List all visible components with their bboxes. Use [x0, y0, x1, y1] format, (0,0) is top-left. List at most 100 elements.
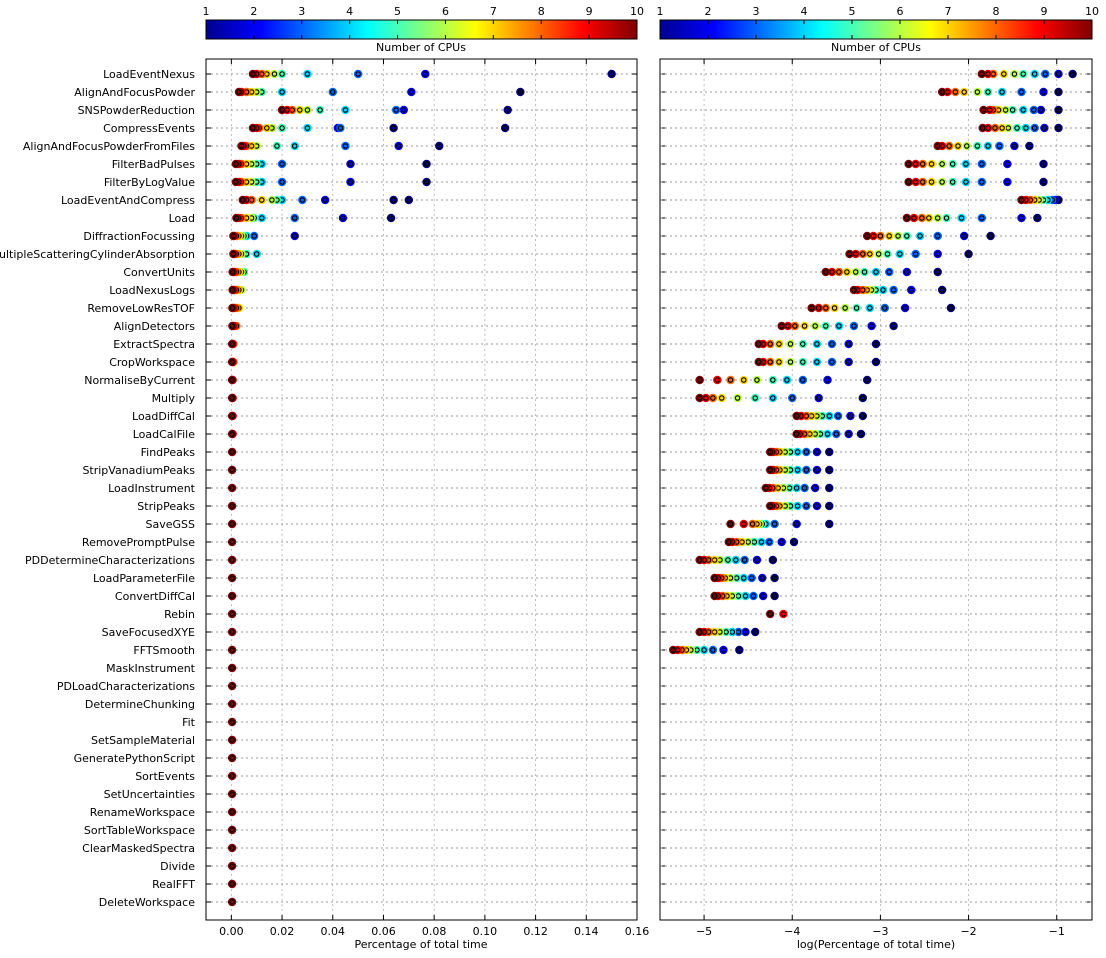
data-point-ring	[851, 287, 857, 293]
data-point-ring	[943, 215, 950, 221]
data-point-ring	[928, 179, 935, 185]
data-point	[227, 861, 237, 871]
category-label: FFTSmooth	[133, 644, 195, 657]
data-point-ring	[985, 89, 991, 95]
data-point	[1017, 213, 1026, 223]
data-point-ring	[770, 557, 776, 563]
data-point-ring	[789, 395, 795, 401]
category-label: DeleteWorkspace	[99, 896, 195, 909]
data-point	[724, 537, 733, 547]
data-point-ring	[1009, 107, 1016, 113]
data-point	[885, 267, 894, 277]
data-point-ring	[504, 107, 511, 113]
data-point	[937, 87, 947, 97]
data-point	[852, 303, 861, 313]
data-point-ring	[860, 413, 866, 419]
data-point	[1003, 177, 1012, 187]
data-point	[933, 249, 942, 259]
data-point	[227, 627, 237, 637]
data-point-ring	[390, 125, 397, 131]
category-label: RemoveLowResTOF	[87, 302, 195, 315]
data-point-ring	[238, 143, 245, 149]
data-point	[774, 339, 784, 349]
data-point-ring	[767, 449, 773, 455]
data-point	[248, 123, 258, 133]
data-point	[422, 159, 431, 169]
data-point	[1039, 87, 1048, 97]
data-point	[812, 465, 822, 475]
data-point	[880, 303, 890, 313]
data-point-ring	[1040, 161, 1047, 167]
data-point	[328, 87, 337, 97]
data-point	[774, 357, 784, 367]
data-point-ring	[347, 179, 354, 185]
data-point-ring	[304, 125, 311, 131]
data-point	[1025, 141, 1034, 151]
x-tick-label: −5	[696, 925, 712, 938]
data-point-ring	[939, 161, 945, 167]
data-point	[237, 141, 246, 151]
data-point	[933, 213, 942, 223]
data-point-ring	[229, 323, 236, 329]
data-point	[227, 825, 237, 835]
data-point	[953, 141, 963, 151]
category-label: SaveGSS	[146, 518, 196, 531]
data-point	[942, 213, 951, 223]
axes-right-frame	[659, 58, 1093, 921]
data-point-ring	[826, 503, 833, 509]
data-point-ring	[939, 179, 945, 185]
data-point	[341, 141, 350, 151]
x-tick-label: −2	[960, 925, 976, 938]
data-point	[792, 429, 801, 439]
data-point-ring	[760, 593, 766, 599]
data-point	[977, 69, 986, 79]
data-point	[933, 231, 942, 241]
data-point	[303, 105, 312, 115]
colorbar-tick-label: 5	[394, 5, 401, 18]
data-point-ring	[229, 503, 235, 509]
data-point-ring	[1004, 161, 1011, 167]
data-point	[754, 357, 763, 367]
data-point-ring	[884, 251, 891, 257]
data-point	[793, 447, 802, 457]
data-point-ring	[803, 503, 810, 509]
data-point	[869, 231, 878, 241]
data-point-ring	[803, 467, 810, 473]
data-point-ring	[1055, 125, 1062, 131]
data-point-ring	[985, 143, 991, 149]
data-point-ring	[946, 143, 952, 149]
data-point	[951, 87, 960, 97]
data-point	[800, 483, 809, 493]
data-point-ring	[1018, 197, 1025, 203]
xlabel-left: Percentage of total time	[355, 938, 488, 951]
data-point-ring	[767, 341, 773, 347]
data-point	[227, 393, 237, 403]
data-point	[708, 393, 718, 403]
data-point-ring	[1011, 71, 1018, 77]
x-tick-label: 0.14	[574, 925, 599, 938]
data-point-ring	[754, 377, 760, 383]
data-point	[227, 897, 237, 907]
data-point	[977, 159, 986, 169]
data-point	[983, 141, 993, 151]
data-point	[798, 357, 808, 367]
data-point-ring	[800, 341, 806, 347]
data-point	[792, 519, 801, 529]
data-point	[862, 375, 872, 385]
data-point	[733, 393, 742, 403]
data-point-ring	[229, 485, 235, 491]
data-point	[726, 519, 735, 529]
data-point-ring	[229, 701, 235, 707]
colorbar-tick-label: 8	[538, 5, 545, 18]
data-point	[752, 375, 762, 385]
data-point	[229, 231, 238, 241]
data-point-ring	[1018, 89, 1025, 95]
data-point	[227, 375, 237, 385]
data-point	[793, 501, 802, 511]
axes-left-frame	[205, 58, 638, 921]
data-point-ring	[253, 251, 260, 257]
data-point	[252, 249, 261, 259]
data-point	[748, 519, 757, 529]
data-point	[876, 231, 885, 241]
data-point-ring	[251, 233, 257, 239]
